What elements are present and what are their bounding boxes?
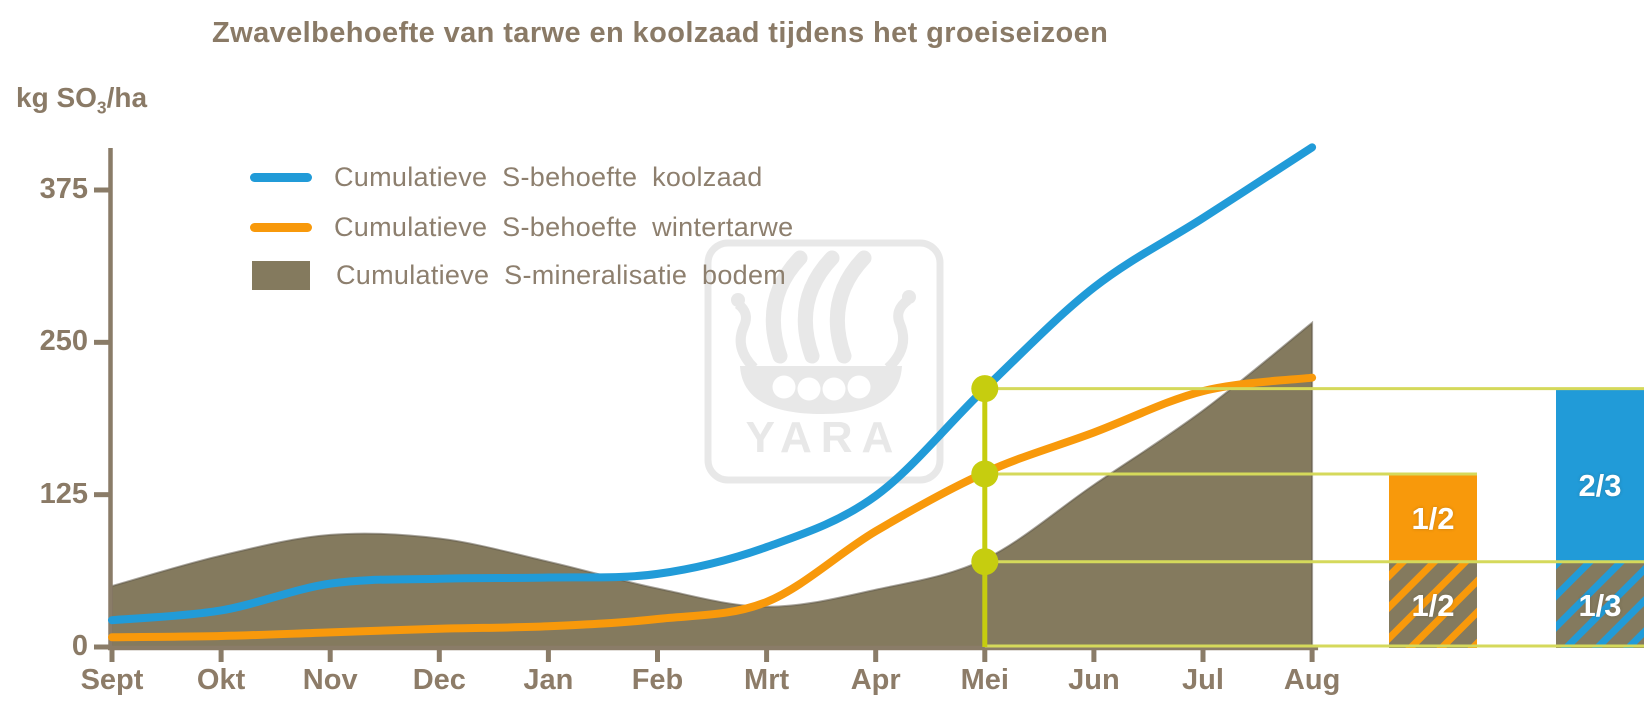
- legend-item-bodem: Cumulatieve S-mineralisatie bodem: [250, 258, 786, 292]
- fertilizer-share-bar-koolzaad: [1556, 388, 1644, 562]
- legend-label-wintertarwe: Cumulatieve S-behoefte wintertarwe: [334, 211, 794, 242]
- y-tick-label-0: 0: [71, 630, 88, 662]
- legend-item-wintertarwe: Cumulatieve S-behoefte wintertarwe: [250, 210, 793, 244]
- x-tick-label-apr: Apr: [850, 664, 901, 696]
- y-axis-unit-label: kg SO3/ha: [16, 82, 148, 118]
- soil-mineralisation-area: [111, 320, 1314, 648]
- bar-label-koolzaad-soil: 1/3: [1578, 588, 1622, 623]
- legend-swatch-koolzaad-line: [250, 172, 312, 182]
- x-tick-label-feb: Feb: [631, 664, 684, 696]
- legend-label-bodem: Cumulatieve S-mineralisatie bodem: [336, 259, 787, 290]
- x-tick-label-mei: Mei: [960, 664, 1009, 696]
- x-tick-label-jul: Jul: [1182, 664, 1224, 696]
- wintertarwe-demand-curve: [108, 373, 1317, 642]
- x-tick-label-jun: Jun: [1068, 664, 1120, 696]
- legend-swatch-wintertarwe-line: [250, 222, 312, 232]
- bar-label-wintertarwe-fertilizer: 1/2: [1411, 501, 1455, 536]
- soil-share-bar-koolzaad: [1556, 561, 1644, 648]
- y-tick-label-125: 125: [39, 477, 88, 510]
- watermark-frame: [704, 239, 944, 484]
- bar-label-koolzaad-fertilizer: 2/3: [1578, 468, 1622, 503]
- chart-title: Zwavelbehoefte van tarwe en koolzaad tij…: [212, 17, 1109, 49]
- fertilizer-share-bar-wintertarwe: [1389, 473, 1477, 562]
- watermark-text: YARA: [746, 413, 903, 462]
- koolzaad-demand-curve: [108, 143, 1317, 625]
- soil-share-bar-wintertarwe: [1389, 561, 1477, 648]
- x-tick-label-mrt: Mrt: [744, 664, 790, 696]
- mei-marker-dot: [971, 375, 999, 403]
- viking-ship-sails: [765, 250, 872, 364]
- x-tick-label-dec: Dec: [412, 664, 466, 696]
- legend-label-koolzaad: Cumulatieve S-behoefte koolzaad: [334, 161, 763, 192]
- legend-swatch-bodem-rect: [252, 260, 310, 290]
- viking-ship-prow: [734, 295, 912, 372]
- x-tick-label-nov: Nov: [302, 664, 358, 696]
- viking-ship-hull: [731, 290, 916, 414]
- bar-label-wintertarwe-soil: 1/2: [1411, 588, 1455, 623]
- yara-watermark-logo: YARA: [704, 239, 944, 484]
- x-tick-label-okt: Okt: [196, 664, 246, 696]
- x-tick-label-aug: Aug: [1283, 664, 1341, 696]
- y-tick-label-375: 375: [39, 173, 88, 205]
- x-tick-label-jan: Jan: [523, 664, 574, 696]
- y-tick-label-250: 250: [39, 325, 88, 358]
- legend-item-koolzaad: Cumulatieve S-behoefte koolzaad: [250, 160, 763, 194]
- mei-marker-dot: [971, 460, 999, 488]
- x-tick-label-sept: Sept: [80, 664, 144, 696]
- mei-marker-dot: [971, 548, 999, 576]
